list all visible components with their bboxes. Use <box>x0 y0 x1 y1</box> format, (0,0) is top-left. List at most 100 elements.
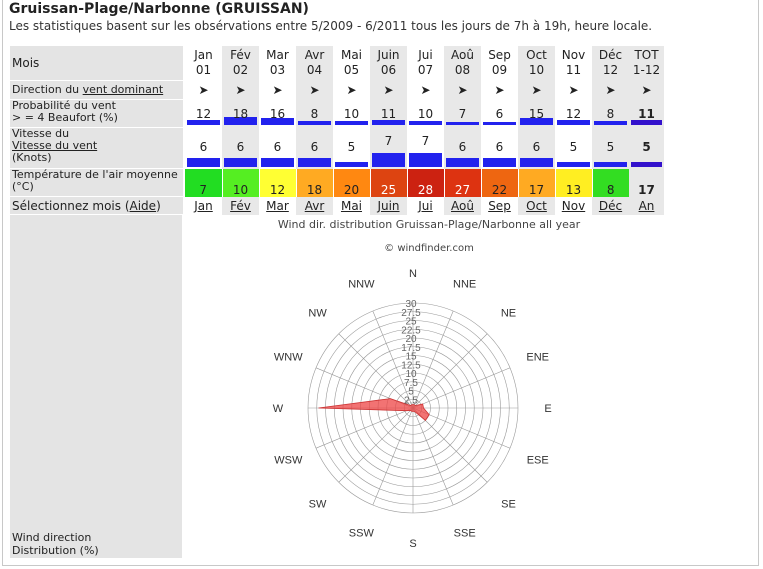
speed-cell: 5 <box>592 128 629 168</box>
month-link-dec[interactable]: Déc <box>592 196 629 215</box>
speed-cell: 6 <box>222 128 259 168</box>
rose-direction-label: NNE <box>453 278 476 290</box>
month-header: Sep 09 <box>481 46 518 81</box>
prob-cell: 15 <box>518 102 555 126</box>
wind-rose-panel: Wind dir. distribution Gruissan-Plage/Na… <box>184 215 674 558</box>
rose-direction-label: NE <box>501 308 516 320</box>
prob-cell-total: 11 <box>629 102 664 126</box>
rose-spoke <box>412 310 454 409</box>
rose-spoke <box>338 407 414 483</box>
wind-direction-arrow-icon: ➤ <box>370 80 407 100</box>
temp-cell: 8 <box>591 168 629 197</box>
temp-cell: 13 <box>554 168 592 197</box>
month-header: Oct 10 <box>518 46 555 81</box>
month-link-avr[interactable]: Avr <box>296 196 333 215</box>
month-link-aou[interactable]: Aoû <box>444 196 481 215</box>
prob-cell: 16 <box>259 102 296 126</box>
prob-bar <box>594 120 627 125</box>
wind-direction-arrow-icon: ➤ <box>296 80 333 100</box>
wind-direction-arrow-icon: ➤ <box>629 80 664 100</box>
rose-ring-label: 20 <box>405 334 417 345</box>
month-link-year[interactable]: An <box>629 196 664 215</box>
speed-bar <box>483 158 516 167</box>
rose-ring-label: 7.5 <box>404 378 418 389</box>
rose-direction-label: SE <box>501 498 516 510</box>
total-header: TOT 1-12 <box>629 46 664 81</box>
month-header: Avr 04 <box>296 46 333 81</box>
prob-bar <box>409 120 442 125</box>
speed-cell: 5 <box>333 128 370 168</box>
month-header: Mai 05 <box>333 46 370 81</box>
month-link-oct[interactable]: Oct <box>518 196 555 215</box>
month-header: Jan 01 <box>184 46 222 81</box>
rose-direction-label: W <box>273 403 284 415</box>
rose-direction-label: WSW <box>274 455 303 467</box>
wind-direction-arrow-icon: ➤ <box>222 80 259 100</box>
prob-cell: 10 <box>333 102 370 126</box>
rose-direction-label: NNW <box>348 278 375 290</box>
speed-cell: 6 <box>518 128 555 168</box>
direction-row: Direction du vent dominant ➤ ➤ ➤ ➤ ➤ ➤ ➤… <box>10 80 664 100</box>
speed-bar <box>298 158 331 167</box>
rose-ring-label: 5 <box>408 387 414 398</box>
direction-label: Direction du vent dominant <box>10 80 185 100</box>
prob-bar <box>520 117 553 125</box>
rose-spoke <box>315 407 414 449</box>
speed-bar <box>224 158 257 167</box>
speed-bar <box>446 158 479 167</box>
month-link-mai[interactable]: Mai <box>333 196 370 215</box>
speed-cell: 6 <box>444 128 481 168</box>
wind-direction-arrow-icon: ➤ <box>259 80 296 100</box>
speed-bar <box>557 162 590 167</box>
aide-link[interactable]: Aide <box>129 198 157 213</box>
speed-bar <box>372 153 405 167</box>
temp-cell: 22 <box>480 168 518 197</box>
month-link-fev[interactable]: Fév <box>222 196 259 215</box>
month-link-mar[interactable]: Mar <box>259 196 296 215</box>
rose-ring-label: 12.5 <box>401 360 421 371</box>
month-header: Nov 11 <box>555 46 592 81</box>
rose-direction-label: SSE <box>454 528 476 540</box>
speed-bar <box>261 158 294 167</box>
wind-direction-arrow-icon: ➤ <box>333 80 370 100</box>
wind-rose-copyright: © windfinder.com <box>384 243 474 254</box>
month-link-sep[interactable]: Sep <box>481 196 518 215</box>
wind-direction-arrow-icon: ➤ <box>407 80 444 100</box>
rose-spoke <box>338 333 414 409</box>
rose-label-panel: Wind direction Distribution (%) <box>10 215 182 558</box>
speed-cell: 6 <box>481 128 518 168</box>
prob-cell: 6 <box>481 102 518 126</box>
temperature-row: Température de l'air moyenne (°C) 7 10 12… <box>10 168 664 197</box>
wind-direction-arrow-icon: ➤ <box>518 80 555 100</box>
prob-bar <box>372 119 405 125</box>
month-link-juin[interactable]: Juin <box>370 196 407 215</box>
speed-bar <box>594 162 627 167</box>
wind-direction-arrow-icon: ➤ <box>444 80 481 100</box>
select-month-label: Sélectionnez mois (Aide) <box>10 196 185 215</box>
rose-ring-label: 15 <box>405 352 417 363</box>
speed-cell: 6 <box>259 128 296 168</box>
rose-direction-label: ESE <box>527 455 549 467</box>
month-header: Mar 03 <box>259 46 296 81</box>
vitesse-du-vent-link[interactable]: Vitesse du vent <box>12 139 98 152</box>
month-link-nov[interactable]: Nov <box>555 196 592 215</box>
rose-direction-label: ENE <box>526 351 549 363</box>
probability-label: Probabilité du vent > = 4 Beaufort (%) <box>10 99 185 128</box>
month-link-jan[interactable]: Jan <box>184 196 222 215</box>
rose-ring-label: 22.5 <box>401 325 421 336</box>
prob-cell: 10 <box>407 102 444 126</box>
speed-bar <box>409 153 442 167</box>
month-link-jui[interactable]: Jui <box>407 196 444 215</box>
temp-cell: 20 <box>332 168 370 197</box>
mois-label: Mois <box>10 46 185 81</box>
vent-dominant-link[interactable]: vent dominant <box>82 83 164 96</box>
speed-bar <box>335 162 368 167</box>
prob-cell: 8 <box>592 102 629 126</box>
rose-direction-label: N <box>409 268 417 280</box>
page-title: Gruissan-Plage/Narbonne (GRUISSAN) <box>9 1 309 17</box>
prob-cell: 8 <box>296 102 333 126</box>
rose-spoke <box>412 333 488 409</box>
rose-direction-label: E <box>544 403 551 415</box>
temp-cell: 12 <box>258 168 296 197</box>
